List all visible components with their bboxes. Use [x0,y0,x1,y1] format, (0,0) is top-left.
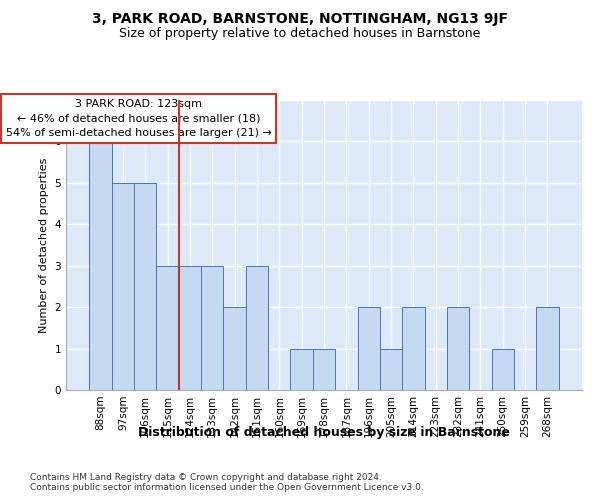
Bar [246,266,268,390]
Bar [201,266,223,390]
Bar [447,307,469,390]
Bar [89,142,112,390]
Bar [112,183,134,390]
Bar [358,307,380,390]
Y-axis label: Number of detached properties: Number of detached properties [39,158,49,332]
Text: 3 PARK ROAD: 123sqm
← 46% of detached houses are smaller (18)
54% of semi-detach: 3 PARK ROAD: 123sqm ← 46% of detached ho… [5,99,272,138]
Bar [157,266,179,390]
Bar [402,307,425,390]
Bar [536,307,559,390]
Bar [313,348,335,390]
Text: Distribution of detached houses by size in Barnstone: Distribution of detached houses by size … [138,426,510,439]
Bar [134,183,157,390]
Bar [290,348,313,390]
Bar [380,348,402,390]
Text: Size of property relative to detached houses in Barnstone: Size of property relative to detached ho… [119,28,481,40]
Text: Contains HM Land Registry data © Crown copyright and database right 2024.
Contai: Contains HM Land Registry data © Crown c… [30,472,424,492]
Bar [179,266,201,390]
Bar [491,348,514,390]
Bar [223,307,246,390]
Text: 3, PARK ROAD, BARNSTONE, NOTTINGHAM, NG13 9JF: 3, PARK ROAD, BARNSTONE, NOTTINGHAM, NG1… [92,12,508,26]
